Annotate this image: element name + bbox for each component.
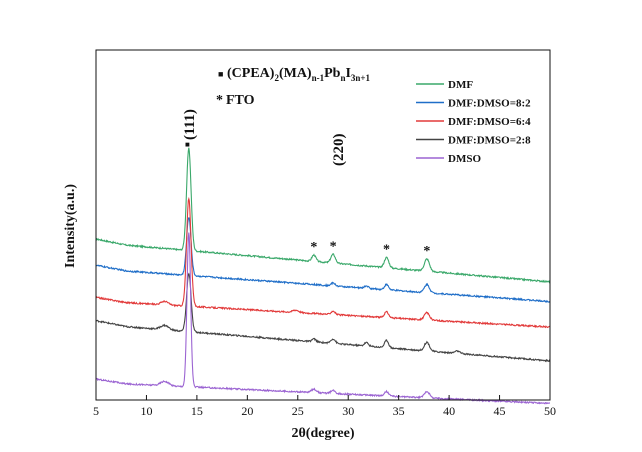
fto-star-2: * <box>330 239 337 254</box>
x-tick-label-5: 5 <box>93 404 99 418</box>
y-axis-title: Intensity(a.u.) <box>63 184 78 268</box>
series-line-dmf-dmso-6-4 <box>95 196 551 329</box>
legend-label-4: DMF:DMSO=2:8 <box>448 135 531 147</box>
legend-label-1: DMF <box>448 79 473 91</box>
phase-label: (CPEA)2(MA)n-1PbnI3n+1 <box>227 66 371 83</box>
series-line-dmso <box>95 232 551 405</box>
series-line-dmf-dmso-8-2 <box>95 217 551 303</box>
plot-frame <box>95 49 551 401</box>
x-tick-label-25: 25 <box>292 404 304 418</box>
fto-star-1: * <box>310 240 317 255</box>
x-tick-label-35: 35 <box>393 404 405 418</box>
x-tick-label-50: 50 <box>544 404 556 418</box>
fto-star-3: * <box>383 242 390 257</box>
fto-star-4: * <box>423 244 430 259</box>
x-tick-label-45: 45 <box>494 404 506 418</box>
fto-star-marker: * <box>216 93 223 108</box>
legend-label-2: DMF:DMSO=8:2 <box>448 98 531 110</box>
legend-label-5: DMSO <box>448 153 481 165</box>
peak-111-label: (111) <box>182 109 198 140</box>
peak-111-square: ■ <box>185 140 190 149</box>
x-axis-ticks: 5 10 15 20 25 30 35 40 45 50 <box>93 395 556 418</box>
legend-label-3: DMF:DMSO=6:4 <box>448 116 531 128</box>
series-line-dmf <box>95 147 551 284</box>
x-tick-label-20: 20 <box>241 404 253 418</box>
x-axis-title: 2θ(degree) <box>291 426 354 441</box>
x-tick-label-30: 30 <box>342 404 354 418</box>
fto-label: FTO <box>226 93 255 108</box>
phase-square-marker: ■ <box>218 69 223 79</box>
x-tick-label-10: 10 <box>140 404 152 418</box>
fto-star-markers: * * * * <box>310 239 430 259</box>
legend: DMF DMF:DMSO=8:2 DMF:DMSO=6:4 DMF:DMSO=2:8 D… <box>416 79 531 165</box>
peak-220-label: (220) <box>331 134 347 167</box>
series-layer <box>95 147 551 405</box>
series-line-dmf-dmso-2-8 <box>95 272 551 363</box>
x-tick-label-40: 40 <box>443 404 455 418</box>
x-tick-label-15: 15 <box>191 404 203 418</box>
